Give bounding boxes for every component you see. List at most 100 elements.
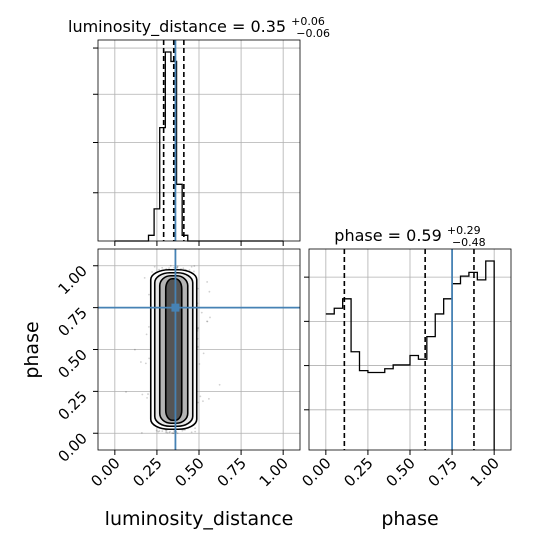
sample-point	[148, 325, 150, 328]
x-tick-label: 0.50	[171, 454, 207, 490]
ticks	[93, 47, 284, 246]
x-tick-label: 0.75	[214, 454, 250, 490]
sample-point	[206, 320, 209, 323]
sample-point	[155, 429, 158, 432]
x-tick-label: 1.00	[467, 454, 503, 490]
phase-title: phase = 0.59 +0.29 −0.48	[334, 219, 485, 249]
histogram	[325, 260, 495, 450]
sample-point	[158, 430, 161, 432]
sample-point	[143, 276, 146, 279]
sample-point	[140, 431, 143, 434]
sample-point	[157, 430, 160, 433]
sample-point	[202, 400, 204, 403]
x-tick-label: 0.25	[340, 454, 376, 490]
y-tick-label: 0.50	[54, 346, 90, 382]
sample-point	[209, 316, 211, 319]
sample-point	[206, 320, 208, 323]
axes-frame	[97, 39, 301, 242]
sample-point	[176, 266, 179, 268]
sample-point	[125, 391, 127, 393]
title-minus-error: −0.06	[296, 27, 330, 40]
sample-point	[176, 265, 179, 268]
sample-point	[146, 396, 148, 399]
sample-point	[190, 265, 193, 268]
sample-point	[148, 293, 150, 296]
sample-point	[193, 270, 195, 273]
sample-point	[197, 401, 199, 404]
axes-frame	[308, 248, 512, 451]
y-tick-label: 1.00	[54, 262, 90, 298]
y-tick-label: 0.25	[54, 387, 90, 423]
sample-point	[153, 265, 156, 268]
sample-point	[165, 429, 168, 432]
title-plus-error: +0.29	[447, 224, 481, 237]
phase-marginal-panel: 0.00 0.25 0.50 0.75 1.00 phase = 0.59 +0.29 …	[298, 219, 512, 530]
sample-point	[169, 264, 172, 267]
sample-point	[134, 348, 136, 351]
x-tick-label: 1.00	[256, 454, 292, 490]
sample-point	[172, 432, 174, 435]
quantile-lines	[343, 249, 475, 450]
sample-point	[176, 432, 179, 435]
title-main: luminosity_distance = 0.35	[68, 17, 286, 37]
x-tick-label: 0.50	[382, 454, 418, 490]
x-axis-label: luminosity_distance	[105, 508, 294, 530]
sample-point	[168, 267, 170, 270]
sample-point	[182, 267, 185, 270]
sample-point	[161, 430, 164, 433]
sample-point	[194, 427, 197, 430]
contour-level	[164, 277, 183, 422]
sample-point	[218, 383, 221, 386]
histogram-step-line	[325, 260, 495, 450]
sample-point	[164, 429, 167, 432]
sample-point	[202, 352, 205, 355]
sample-point	[172, 432, 175, 435]
sample-point	[145, 333, 148, 336]
sample-point	[147, 393, 149, 395]
title-plus-error: +0.06	[291, 15, 325, 28]
sample-point	[200, 311, 203, 314]
sample-point	[173, 266, 175, 269]
sample-point	[166, 431, 169, 434]
x-tick-label: 0.00	[298, 454, 334, 490]
x-tick-label: 0.00	[87, 454, 123, 490]
sample-point	[171, 432, 173, 434]
x-tick-label: 0.75	[425, 454, 461, 490]
luminosity-distance-marginal-panel: luminosity_distance = 0.35 +0.06 −0.06	[68, 10, 330, 246]
title-minus-error: −0.48	[452, 236, 486, 249]
x-axis-label: phase	[381, 508, 438, 530]
truth-marker	[171, 303, 180, 312]
sample-point	[194, 430, 197, 433]
sample-point	[169, 430, 171, 433]
sample-point	[151, 271, 154, 273]
sample-point	[144, 362, 147, 365]
sample-point	[139, 361, 142, 363]
sample-point	[193, 265, 196, 267]
sample-point	[197, 326, 200, 329]
joint-contour-panel: 0.00 0.25 0.50 0.75 1.000.000.250.500.751.00…	[21, 248, 301, 530]
sample-point	[199, 395, 202, 398]
sample-point	[206, 281, 209, 283]
density-contours	[149, 268, 198, 431]
sample-point	[181, 429, 184, 432]
sample-point	[190, 431, 193, 434]
sample-point	[208, 290, 211, 293]
luminosity-distance-title: luminosity_distance = 0.35 +0.06 −0.06	[68, 10, 330, 40]
axes-frame	[97, 248, 301, 451]
sample-point	[207, 397, 210, 400]
sample-point	[158, 268, 160, 271]
x-tick-label: 0.25	[129, 454, 165, 490]
quantile-lines	[162, 40, 185, 241]
sample-point	[148, 357, 151, 360]
sample-point	[198, 363, 201, 365]
title-main: phase = 0.59	[334, 226, 441, 245]
sample-point	[165, 431, 167, 434]
sample-point	[161, 266, 164, 269]
sample-point	[168, 431, 171, 434]
y-axis-label: phase	[21, 321, 43, 378]
y-tick-label: 0.75	[54, 304, 90, 340]
sample-point	[188, 269, 191, 271]
sample-point	[176, 266, 178, 269]
truth-lines	[98, 249, 300, 450]
